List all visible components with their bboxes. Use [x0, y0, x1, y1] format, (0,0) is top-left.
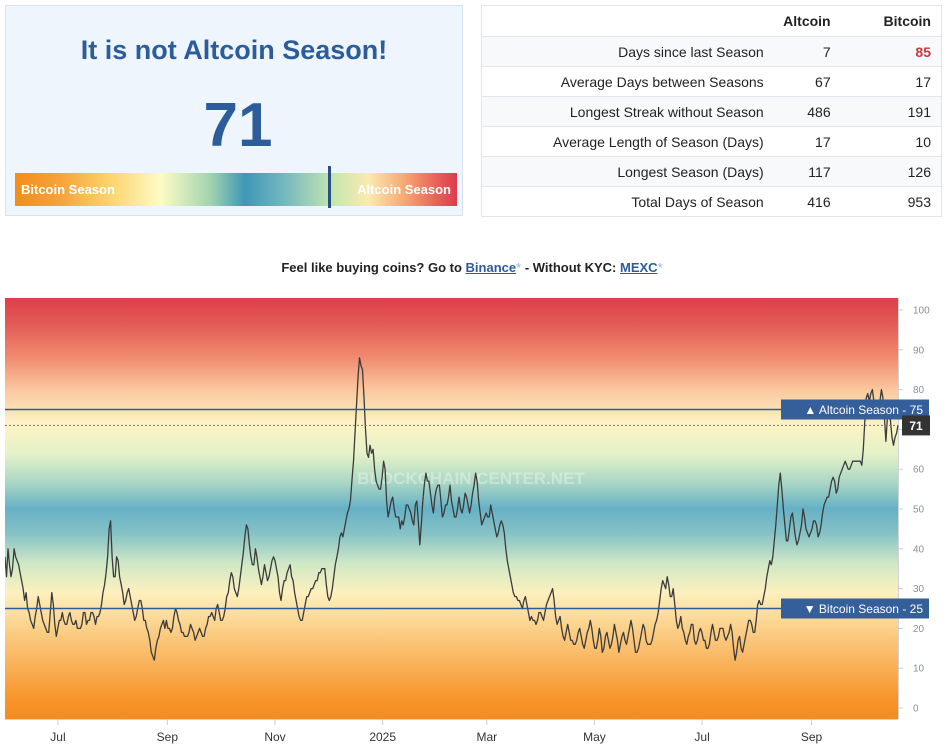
y-tick-label: 0 — [913, 704, 919, 715]
index-panel: It is not Altcoin Season! 71 Bitcoin Sea… — [5, 5, 463, 216]
season-gauge: Bitcoin Season Altcoin Season — [15, 173, 457, 206]
x-tick-label: Sep — [801, 730, 823, 744]
altcoin-threshold-label: ▲ Altcoin Season - 75 — [804, 403, 923, 417]
altcoin-value: 7 — [770, 36, 844, 67]
table-row: Average Length of Season (Days) 17 10 — [481, 126, 942, 157]
current-value-tag — [902, 415, 930, 436]
binance-link[interactable]: Binance — [465, 260, 517, 275]
header-altcoin: Altcoin — [783, 13, 831, 29]
row-label: Days since last Season — [481, 36, 771, 67]
altcoin-value: 117 — [770, 156, 844, 187]
x-tick-label: Jul — [694, 730, 709, 744]
header-label — [482, 6, 771, 37]
mexc-star: * — [657, 260, 663, 275]
altcoin-threshold-tag — [781, 399, 929, 420]
bitcoin-threshold-label: ▼ Bitcoin Season - 25 — [804, 602, 924, 616]
row-label: Longest Season (Days) — [481, 156, 771, 187]
promo-line: Feel like buying coins? Go to Binance* -… — [0, 260, 944, 275]
y-tick-label: 50 — [913, 505, 925, 516]
altcoin-value: 486 — [770, 96, 844, 127]
table-header-row: Altcoin Bitcoin — [481, 6, 942, 37]
y-tick-label: 10 — [913, 664, 925, 675]
x-tick-label: Mar — [476, 730, 497, 744]
gauge-label-bitcoin: Bitcoin Season — [21, 182, 115, 197]
chart-background — [5, 298, 898, 719]
bitcoin-value: 191 — [843, 96, 942, 127]
index-value: 71 — [203, 91, 273, 160]
season-headline: It is not Altcoin Season! — [80, 35, 388, 65]
table-row: Longest Streak without Season 486 191 — [481, 96, 942, 127]
bitcoin-value: 17 — [843, 66, 942, 97]
y-tick-label: 30 — [913, 584, 925, 595]
header-bitcoin: Bitcoin — [883, 13, 931, 29]
bitcoin-threshold-tag — [781, 598, 929, 619]
altcoin-value: 416 — [770, 186, 844, 217]
gauge-marker — [327, 166, 331, 208]
table-row: Days since last Season 7 85 — [481, 36, 942, 67]
index-series-line — [5, 357, 899, 661]
row-label: Average Length of Season (Days) — [481, 126, 771, 157]
bitcoin-value: 126 — [843, 156, 942, 187]
table-row: Average Days between Seasons 67 17 — [481, 66, 942, 97]
row-label: Longest Streak without Season — [481, 96, 771, 127]
table-row: Total Days of Season 416 953 — [481, 186, 942, 217]
x-tick-label: Nov — [264, 730, 285, 744]
altcoin-season-chart[interactable]: BLOCKCHAIN CENTER.NET 010203040506070809… — [5, 298, 943, 751]
x-tick-label: Jul — [50, 730, 65, 744]
row-label: Average Days between Seasons — [481, 66, 771, 97]
x-tick-label: Sep — [157, 730, 179, 744]
y-tick-label: 90 — [913, 345, 925, 356]
binance-star: * — [516, 260, 522, 275]
x-tick-label: 2025 — [369, 730, 396, 744]
y-tick-label: 20 — [913, 624, 925, 635]
current-value-label: 71 — [909, 419, 923, 433]
table-row: Longest Season (Days) 117 126 — [481, 156, 942, 187]
altcoin-value: 67 — [770, 66, 844, 97]
altcoin-value: 17 — [770, 126, 844, 157]
mexc-link[interactable]: MEXC — [620, 260, 658, 275]
bitcoin-value: 953 — [843, 186, 942, 217]
y-tick-label: 60 — [913, 465, 925, 476]
x-tick-label: May — [583, 730, 606, 744]
promo-middle: - Without KYC: — [524, 260, 617, 275]
y-axis-strip — [898, 298, 943, 719]
row-label: Total Days of Season — [481, 186, 771, 217]
chart-watermark: BLOCKCHAIN CENTER.NET — [357, 469, 585, 488]
bitcoin-value: 10 — [843, 126, 942, 157]
promo-prefix: Feel like buying coins? Go to — [281, 260, 462, 275]
y-tick-label: 40 — [913, 544, 925, 555]
y-tick-label: 80 — [913, 385, 925, 396]
gauge-label-altcoin: Altcoin Season — [357, 182, 451, 197]
y-tick-label: 100 — [913, 306, 930, 317]
season-stats-table: Altcoin Bitcoin Days since last Season 7… — [481, 5, 942, 217]
x-axis-strip — [5, 719, 943, 751]
bitcoin-value: 85 — [843, 36, 942, 67]
